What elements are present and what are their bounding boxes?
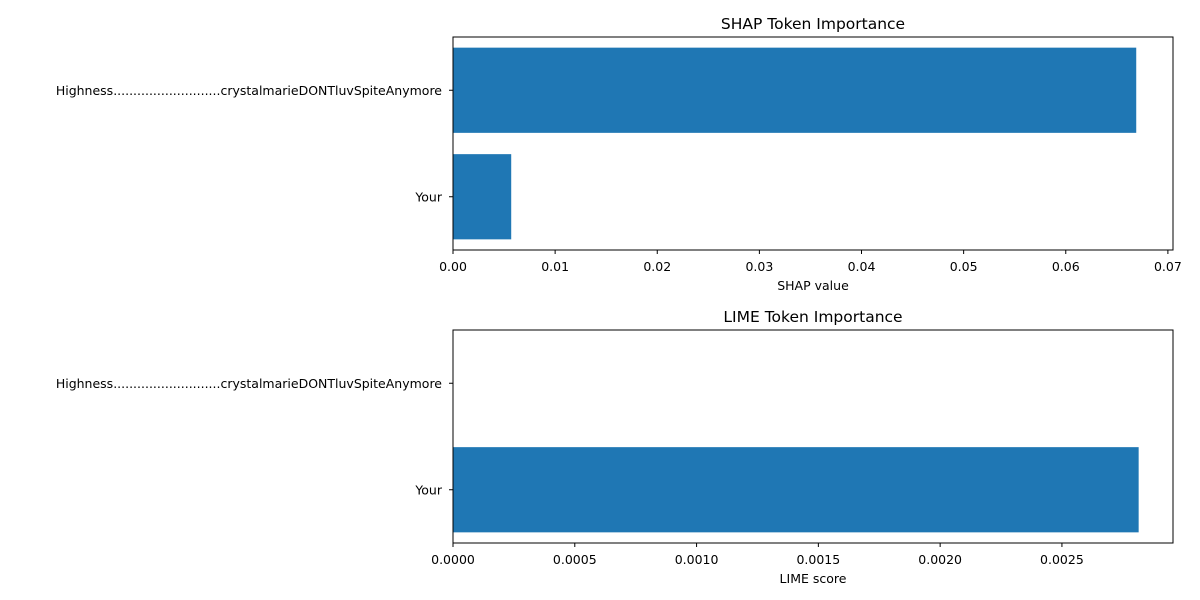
x-axis-label: SHAP value	[777, 278, 849, 293]
x-tick-label: 0.0025	[1040, 552, 1084, 567]
bar	[453, 154, 512, 240]
plot-frame	[452, 36, 1174, 251]
x-tick-label: 0.0005	[553, 552, 597, 567]
chart-title: SHAP Token Importance	[721, 15, 905, 33]
chart-title: LIME Token Importance	[723, 308, 902, 326]
x-tick-label: 0.06	[1052, 259, 1080, 274]
chart-panel-lime: Highness...........................cryst…	[56, 308, 1174, 586]
plot-frame	[452, 329, 1174, 544]
x-tick-label: 0.07	[1154, 259, 1182, 274]
bar	[453, 447, 1139, 533]
y-tick-label: Highness...........................cryst…	[56, 376, 442, 391]
y-tick-label: Your	[414, 189, 443, 204]
y-tick-label: Your	[414, 482, 443, 497]
x-axis-label: LIME score	[780, 571, 847, 586]
x-tick-label: 0.03	[745, 259, 773, 274]
x-tick-label: 0.05	[950, 259, 978, 274]
y-tick-label: Highness...........................cryst…	[56, 83, 442, 98]
x-tick-label: 0.0020	[918, 552, 962, 567]
chart-panel-shap: Highness...........................cryst…	[56, 15, 1182, 293]
x-tick-label: 0.00	[439, 259, 467, 274]
x-tick-label: 0.0010	[675, 552, 719, 567]
x-tick-label: 0.0015	[796, 552, 840, 567]
x-tick-label: 0.04	[848, 259, 876, 274]
x-tick-label: 0.01	[541, 259, 569, 274]
bar	[453, 47, 1137, 133]
x-tick-label: 0.02	[643, 259, 671, 274]
x-tick-label: 0.0000	[431, 552, 475, 567]
